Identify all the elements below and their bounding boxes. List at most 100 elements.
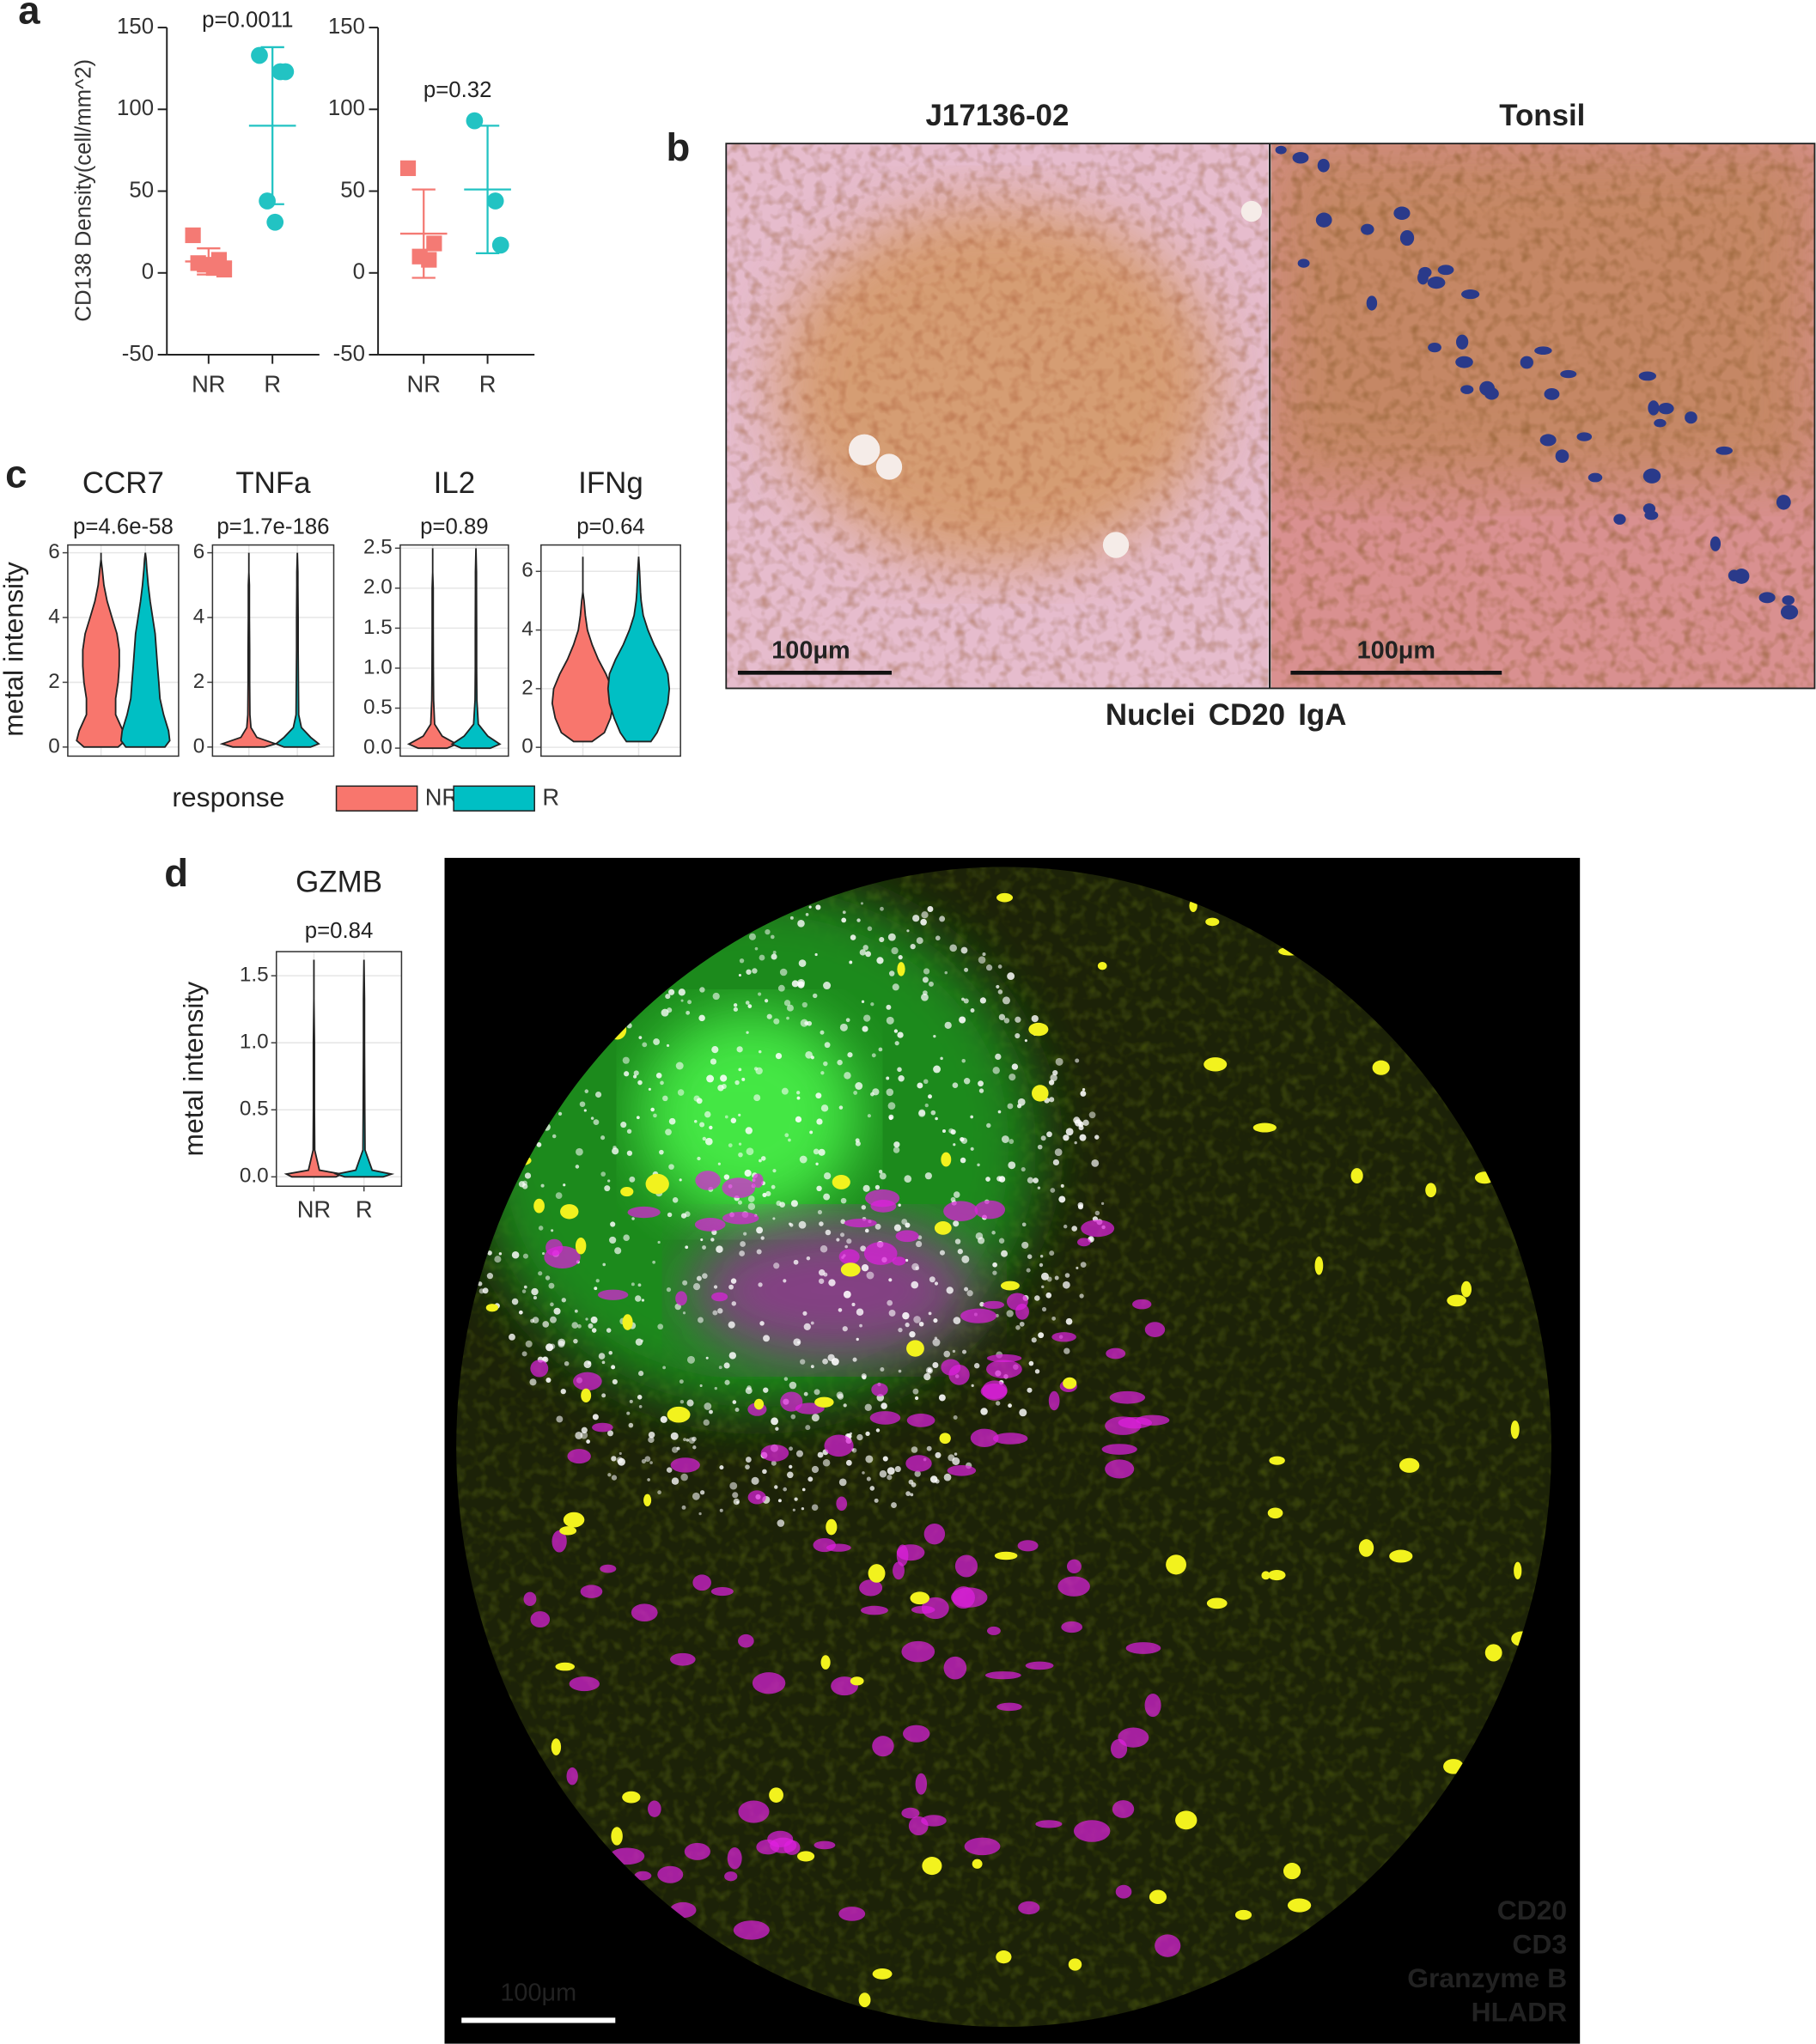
cd3-speck	[775, 1052, 783, 1060]
cd3-speck	[916, 937, 923, 945]
cd3-speck	[779, 968, 788, 976]
cd3-speck	[888, 1278, 893, 1282]
y-tick-label: 1.0	[363, 655, 393, 678]
iga-cell	[1437, 265, 1454, 276]
cd3-speck	[822, 1358, 828, 1365]
cd3-speck	[1031, 1014, 1039, 1023]
cd3-speck	[1078, 1121, 1084, 1128]
cd3-speck	[893, 1141, 900, 1148]
panel-letter: a	[18, 0, 40, 32]
cd3-speck	[793, 1259, 799, 1265]
cd3-speck	[918, 1321, 924, 1327]
x-tick-label: NR	[192, 371, 225, 398]
cd3-speck	[1050, 1188, 1056, 1193]
granzyme-cell	[996, 1950, 1012, 1964]
cd3-speck	[801, 1506, 805, 1511]
granzyme-cell	[551, 1738, 562, 1755]
cd3-speck	[686, 1439, 690, 1442]
granzyme-cell	[941, 1152, 952, 1167]
cd3-speck	[598, 1353, 606, 1360]
cd3-speck	[652, 1260, 656, 1264]
cd3-speck	[1082, 1119, 1089, 1127]
cd3-speck	[799, 1155, 807, 1164]
iga-cell	[1734, 569, 1750, 584]
cd3-speck	[741, 1077, 746, 1081]
point	[486, 192, 504, 210]
cd3-speck	[679, 1178, 682, 1182]
cd3-speck	[841, 917, 847, 923]
cd3-speck	[717, 1308, 723, 1314]
cd3-speck	[859, 949, 866, 956]
y-tick-label: 0	[193, 734, 205, 757]
legend-swatch	[335, 785, 418, 812]
hladr-cell	[896, 1544, 909, 1566]
granzyme-cell	[934, 1221, 952, 1235]
cd3-speck	[995, 1053, 1002, 1061]
y-tick-label: 4	[48, 605, 59, 628]
cd3-speck	[996, 984, 1000, 989]
annotation: p=1.7e-186	[216, 515, 329, 539]
iga-cells	[1275, 145, 1799, 620]
hladr-cell	[986, 1360, 1022, 1379]
cd3-speck	[571, 1322, 578, 1329]
iga-cell	[1539, 434, 1557, 447]
hladr-cell	[545, 1238, 564, 1256]
cd3-speck	[698, 1014, 705, 1022]
hladr-cell	[747, 1490, 766, 1505]
hladr-cell	[986, 1626, 1001, 1635]
hladr-cell	[1144, 1693, 1161, 1718]
cd3-speck	[733, 1007, 738, 1012]
cd3-speck	[861, 1000, 865, 1003]
plot-border	[211, 544, 335, 757]
plot-panel	[276, 952, 402, 1187]
hladr-cell	[860, 1605, 888, 1615]
cd3-speck	[772, 951, 777, 954]
cd3-speck	[678, 989, 686, 996]
cd3-speck	[746, 969, 752, 975]
hladr-cell	[905, 1455, 932, 1472]
cd3-speck	[1075, 1058, 1080, 1063]
cd3-speck	[893, 1029, 899, 1033]
granzyme-cell	[1175, 1810, 1197, 1830]
violin	[76, 552, 127, 748]
cd3-speck	[771, 953, 777, 960]
cd3-speck	[887, 1299, 893, 1306]
granzyme-cell	[972, 1858, 983, 1869]
hladr-cell	[1077, 1238, 1091, 1247]
cd3-speck	[647, 1478, 650, 1481]
cd3-speck	[1009, 1074, 1016, 1081]
cd3-speck	[922, 976, 929, 983]
violin	[283, 959, 344, 1178]
cd3-speck	[876, 957, 884, 964]
cd3-speck	[607, 1473, 612, 1477]
cd3-speck	[865, 1455, 874, 1463]
cd3-speck	[1076, 1266, 1079, 1269]
cd3-speck	[783, 1279, 787, 1283]
cd3-speck	[477, 1281, 483, 1287]
cd3-speck	[771, 1184, 776, 1189]
hladr-cell	[1132, 1299, 1152, 1310]
cd3-speck	[1080, 1090, 1087, 1097]
cd3-speck	[1021, 1222, 1027, 1227]
plot-border	[399, 544, 509, 757]
granzyme-cell	[814, 1396, 834, 1408]
cd3-speck	[866, 1476, 871, 1481]
stain-label: Nuclei	[1106, 698, 1196, 732]
cd3-speck	[668, 1164, 674, 1170]
cd3-speck	[863, 1014, 871, 1022]
granzyme-cell	[1514, 1561, 1522, 1580]
granzyme-cell	[1460, 1281, 1472, 1298]
cd3-speck	[933, 1065, 942, 1074]
granzyme-cell	[1166, 1554, 1186, 1575]
cd3-speck	[600, 1135, 606, 1141]
cd3-speck	[638, 1371, 644, 1377]
cd3-speck	[518, 1310, 523, 1315]
cd3-speck	[1028, 1360, 1034, 1366]
cd3-speck	[865, 951, 872, 958]
cd3-speck	[940, 1056, 943, 1061]
stain-label: IgA	[1298, 698, 1346, 732]
cd3-speck	[843, 1290, 851, 1299]
cd3-speck	[714, 1386, 717, 1390]
cd3-speck	[574, 1309, 578, 1313]
cd3-speck	[992, 1262, 997, 1268]
